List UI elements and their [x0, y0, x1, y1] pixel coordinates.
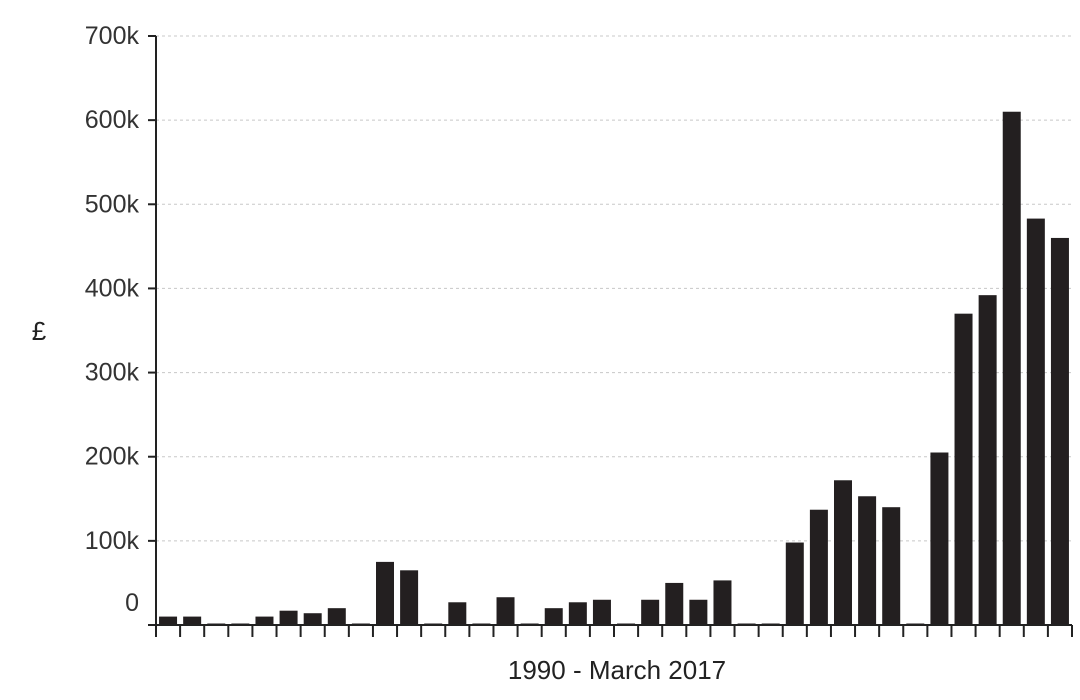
- bar: [496, 597, 515, 625]
- bar: [930, 452, 949, 625]
- bar: [592, 599, 611, 625]
- bar: [1026, 218, 1045, 625]
- bar: [713, 580, 732, 625]
- x-axis-label: 1990 - March 2017: [508, 655, 726, 685]
- bar: [954, 313, 973, 625]
- bar: [1050, 237, 1069, 625]
- y-tick-label: 700k: [85, 22, 140, 50]
- bar: [279, 610, 298, 625]
- y-tick-label: 500k: [85, 190, 140, 218]
- bar: [544, 608, 563, 625]
- y-tick-label: 0: [125, 589, 139, 617]
- bar: [858, 496, 877, 625]
- y-axis-tick-labels: 0 100k 200k 300k 400k 500k 600k 700k: [85, 22, 156, 626]
- bar: [785, 542, 804, 625]
- bar: [809, 509, 828, 625]
- y-axis-label: £: [32, 316, 47, 346]
- bar: [183, 616, 202, 625]
- bar: [376, 561, 394, 625]
- bar: [689, 599, 708, 625]
- x-axis-ticks: [155, 625, 1073, 637]
- y-tick-label: 100k: [85, 527, 140, 555]
- bar: [400, 570, 419, 625]
- bar: [978, 295, 997, 625]
- bar: [1002, 111, 1021, 625]
- gridlines: [156, 35, 1072, 542]
- bar: [641, 599, 660, 625]
- bar: [327, 608, 346, 625]
- bar: [255, 616, 274, 625]
- y-tick-label: 600k: [85, 106, 140, 134]
- bar: [568, 602, 587, 625]
- y-tick-label: 300k: [85, 359, 140, 387]
- bar: [665, 582, 684, 625]
- bar: [448, 602, 467, 625]
- bar: [834, 480, 852, 625]
- bar: [303, 613, 322, 625]
- bar: [159, 616, 178, 625]
- y-tick-label: 200k: [85, 443, 140, 471]
- bars: [159, 111, 1069, 625]
- bar: [882, 507, 901, 625]
- y-tick-label: 400k: [85, 274, 140, 302]
